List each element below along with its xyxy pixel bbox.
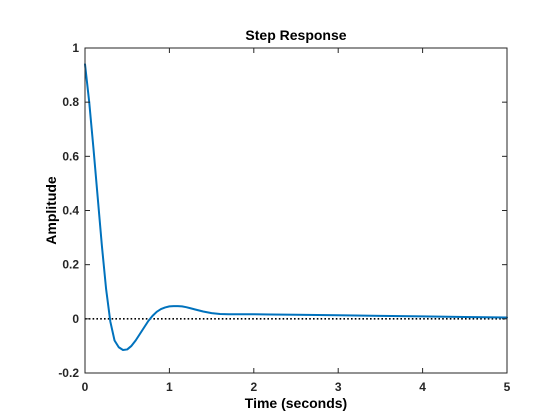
series-line-0	[84, 63, 508, 351]
y-tick-label: 0.6	[62, 149, 79, 163]
y-axis-title: Amplitude	[43, 176, 59, 245]
y-tick-label: -0.2	[58, 366, 79, 380]
y-tick-label: 0.8	[62, 95, 79, 109]
x-tick-label: 5	[504, 380, 511, 394]
y-tick-label: 1	[72, 41, 79, 55]
x-tick-label: 2	[250, 380, 257, 394]
y-tick-label: 0	[72, 312, 79, 326]
y-tick-label: 0.4	[62, 204, 79, 218]
plot-area: 0 1 2 3 4 5-0.200.20.40.60.81	[58, 41, 510, 394]
x-tick-label: 4	[419, 380, 426, 394]
axes-background	[85, 48, 507, 373]
x-tick-label: 3	[335, 380, 342, 394]
chart-title: Step Response	[245, 27, 346, 43]
x-tick-label: 1	[166, 380, 173, 394]
y-tick-label: 0.2	[62, 258, 79, 272]
x-tick-label: 0	[82, 380, 89, 394]
x-axis-title: Time (seconds)	[245, 395, 347, 411]
